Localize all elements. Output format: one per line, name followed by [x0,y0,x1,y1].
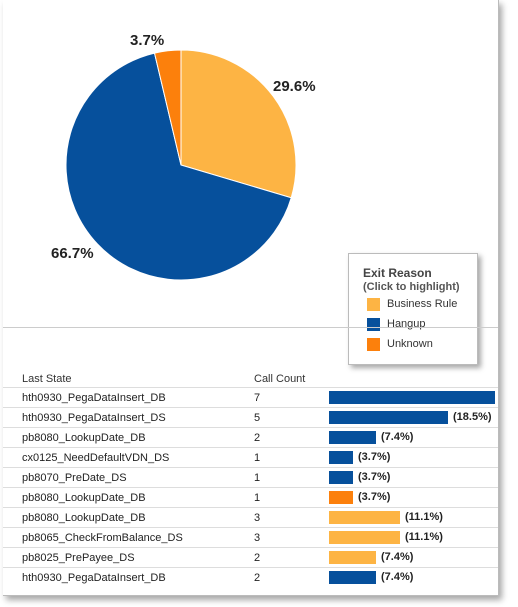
call-count-cell: 7 [254,392,261,404]
last-state-cell: pb8065_CheckFromBalance_DS [22,532,183,544]
call-count-cell: 3 [254,512,261,524]
legend-swatch [367,318,380,331]
divider [3,327,498,328]
legend-label: Business Rule [387,298,458,310]
bar-percent-label: (11.1%) [405,511,443,523]
call-count-cell: 2 [254,432,261,444]
table-row[interactable]: pb8065_CheckFromBalance_DS 3 (11.1%) [3,527,498,548]
chart-panel: 29.6% 66.7% 3.7% Exit Reason (Click to hig… [3,0,499,596]
bar-percent-label: (7.4%) [381,551,414,563]
table-header: Last State Call Count [3,372,498,387]
call-count-cell: 1 [254,492,261,504]
column-header-last-state: Last State [22,373,72,385]
call-count-cell: 5 [254,412,261,424]
bar-percent-label: (3.7%) [358,491,391,503]
pie-slice-hangup[interactable] [65,52,292,281]
slice-label-unknown: 3.7% [130,32,165,49]
table-row[interactable]: pb8080_LookupDate_DB 3 (11.1%) [3,507,498,528]
last-state-cell: hth0930_PegaDataInsert_DB [22,572,166,584]
call-count-bar[interactable] [329,411,448,424]
bar-percent-label: (3.7%) [358,471,391,483]
table-row[interactable]: pb8070_PreDate_DS 1 (3.7%) [3,467,498,488]
last-state-cell: hth0930_PegaDataInsert_DS [22,412,166,424]
legend-subtitle: (Click to highlight) [363,281,460,293]
table-row[interactable]: cx0125_NeedDefaultVDN_DS 1 (3.7%) [3,447,498,468]
pie-slice-business-rule[interactable] [180,49,297,199]
call-count-bar[interactable] [329,491,353,504]
call-count-cell: 1 [254,452,261,464]
call-count-cell: 2 [254,572,261,584]
table-row[interactable]: hth0930_PegaDataInsert_DB 2 (7.4%) [3,567,498,588]
call-count-bar[interactable] [329,571,376,584]
table-row[interactable]: hth0930_PegaDataInsert_DB 7 [3,387,498,408]
legend-title: Exit Reason [363,266,432,280]
bar-percent-label: (18.5%) [453,411,492,423]
table-row[interactable]: pb8080_LookupDate_DB 1 (3.7%) [3,487,498,508]
call-count-cell: 3 [254,532,261,544]
legend[interactable]: Exit Reason (Click to highlight) Busines… [348,253,478,365]
call-count-bar[interactable] [329,511,400,524]
last-state-cell: pb8080_LookupDate_DB [22,432,146,444]
last-state-cell: pb8025_PrePayee_DS [22,552,135,564]
bar-percent-label: (3.7%) [358,451,391,463]
bar-percent-label: (7.4%) [381,431,414,443]
call-count-bar[interactable] [329,551,376,564]
last-state-cell: pb8070_PreDate_DS [22,472,127,484]
legend-label: Unknown [387,338,433,350]
table-row[interactable]: hth0930_PegaDataInsert_DS 5 (18.5%) [3,407,498,428]
slice-label-hangup: 66.7% [51,245,94,262]
legend-swatch [367,338,380,351]
bar-percent-label: (11.1%) [405,531,443,543]
call-count-bar[interactable] [329,451,353,464]
legend-swatch [367,298,380,311]
bar-percent-label: (7.4%) [381,571,414,583]
table-row[interactable]: pb8025_PrePayee_DS 2 (7.4%) [3,547,498,568]
table-row[interactable]: pb8080_LookupDate_DB 2 (7.4%) [3,427,498,448]
call-count-bar[interactable] [329,391,495,404]
pie-chart [65,49,297,281]
call-count-bar[interactable] [329,471,353,484]
legend-label: Hangup [387,318,426,330]
last-state-cell: pb8080_LookupDate_DB [22,492,146,504]
last-state-cell: cx0125_NeedDefaultVDN_DS [22,452,170,464]
call-count-cell: 1 [254,472,261,484]
last-state-cell: hth0930_PegaDataInsert_DB [22,392,166,404]
call-count-bar[interactable] [329,431,376,444]
last-state-cell: pb8080_LookupDate_DB [22,512,146,524]
pie-slice-unknown[interactable] [153,49,182,166]
call-count-bar[interactable] [329,531,400,544]
slice-label-business-rule: 29.6% [273,78,316,95]
column-header-call-count: Call Count [254,373,306,385]
call-count-cell: 2 [254,552,261,564]
